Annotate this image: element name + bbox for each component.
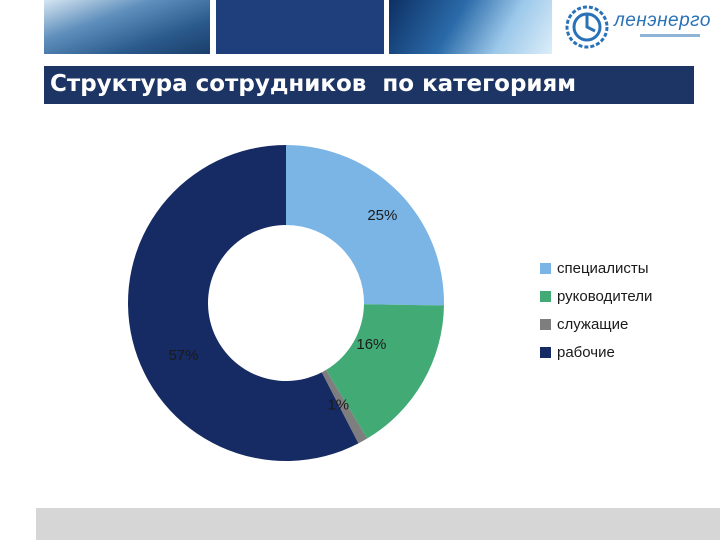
legend-swatch	[540, 346, 551, 358]
header-photo-blue	[216, 0, 384, 54]
footer-bar	[36, 508, 720, 540]
legend-label: служащие	[557, 315, 629, 333]
logo-emblem-icon	[565, 5, 609, 49]
title-bar: Структура сотрудников по категориям	[44, 66, 694, 104]
legend-swatch	[540, 262, 551, 274]
header-photo-sky	[389, 0, 552, 54]
legend-label: руководители	[557, 287, 653, 305]
legend-swatch	[540, 290, 551, 302]
legend-swatch	[540, 318, 551, 330]
slice-label: 57%	[168, 347, 198, 364]
header-photo-hands	[44, 0, 210, 54]
slice-label: 25%	[367, 207, 397, 224]
legend-label: специалисты	[557, 259, 649, 277]
header-strip: ленэнерго	[0, 0, 720, 56]
slice-employees	[321, 369, 368, 444]
slice-label: 16%	[356, 336, 386, 353]
legend-label: рабочие	[557, 343, 615, 361]
legend-item-employees: служащие	[540, 310, 652, 338]
legend-item-managers: руководители	[540, 282, 652, 310]
logo-tagline	[640, 34, 700, 37]
legend-item-specialists: специалисты	[540, 254, 652, 282]
donut-slices	[128, 145, 444, 461]
slice-specialists	[286, 145, 444, 306]
chart-legend: специалисты руководители служащие рабочи…	[540, 254, 652, 366]
donut-labels: 25% 16% 1% 57%	[168, 207, 397, 413]
page-title: Структура сотрудников по категориям	[50, 71, 577, 97]
slice-label: 1%	[327, 396, 349, 413]
slice-workers	[128, 145, 359, 461]
legend-item-workers: рабочие	[540, 338, 652, 366]
company-logo: ленэнерго	[556, 0, 720, 54]
logo-wordmark: ленэнерго	[614, 10, 711, 31]
slice-managers	[326, 304, 444, 439]
